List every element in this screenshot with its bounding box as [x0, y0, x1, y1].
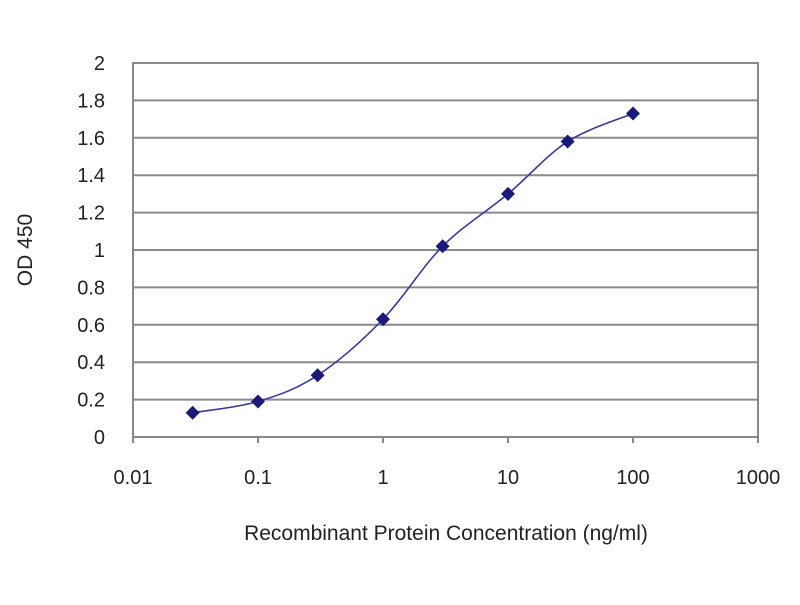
series-line: [192, 112, 634, 414]
data-points: [185, 106, 640, 420]
x-tick-label: 10: [497, 467, 519, 489]
x-axis-ticks: 0.01 0.1 1 10 100 1000: [114, 437, 781, 489]
x-tick-label: 0.01: [114, 467, 153, 489]
x-tick-label: 1: [377, 467, 388, 489]
y-tick-label: 1: [94, 240, 105, 262]
data-point: [435, 239, 450, 254]
y-tick-label: 0.4: [77, 352, 105, 374]
x-tick-label: 0.1: [244, 467, 272, 489]
data-point: [501, 186, 515, 201]
y-tick-label: 2: [94, 53, 105, 75]
data-point: [376, 312, 390, 327]
y-axis-ticks: 0 0.2 0.4 0.6 0.8 1 1.2 1.4 1.6 1.8 2: [77, 53, 105, 449]
y-tick-label: 0.8: [77, 277, 105, 299]
x-tick-label: 1000: [736, 467, 781, 489]
data-point: [560, 134, 575, 149]
x-axis-label: Recombinant Protein Concentration (ng/ml…: [244, 522, 648, 545]
y-tick-label: 0.6: [77, 315, 105, 337]
y-tick-label: 1.8: [77, 90, 105, 112]
data-point: [251, 394, 265, 409]
data-point: [626, 106, 640, 121]
y-axis-label: OD 450: [14, 214, 37, 286]
y-tick-label: 1.6: [77, 128, 105, 150]
y-tick-label: 1.4: [77, 165, 105, 187]
x-tick-label: 100: [616, 467, 649, 489]
plot-area-border: [132, 62, 759, 438]
data-point: [185, 405, 200, 420]
y-tick-label: 0: [94, 427, 105, 449]
y-tick-label: 1.2: [77, 203, 105, 225]
y-tick-label: 0.2: [77, 390, 105, 412]
data-point: [310, 368, 325, 383]
